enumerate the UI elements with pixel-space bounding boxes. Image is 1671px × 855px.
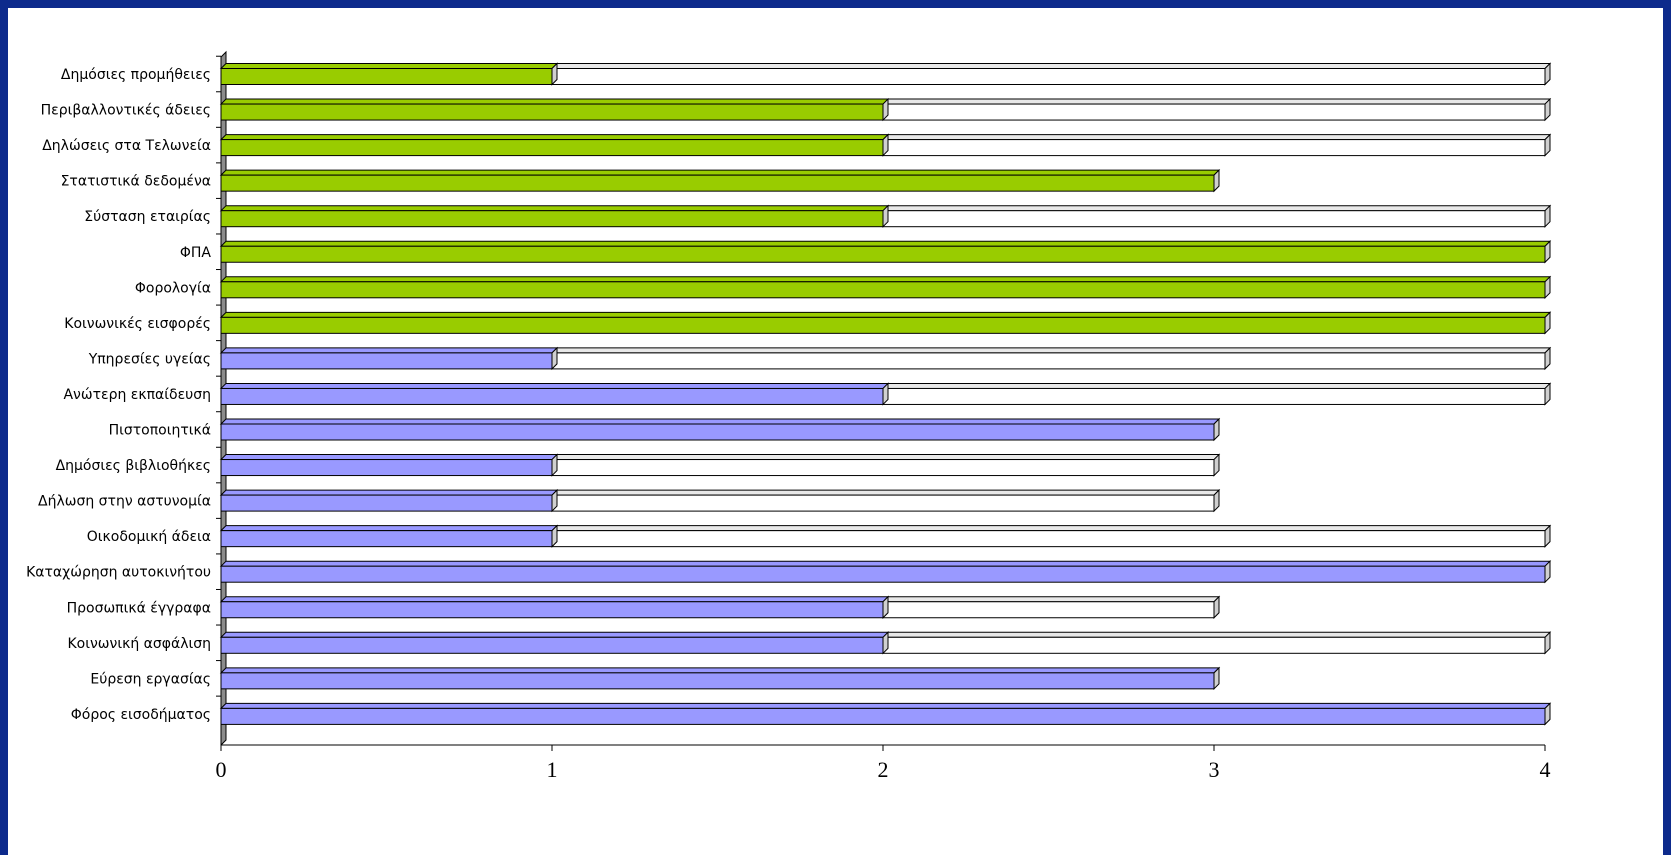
bar-value	[219, 488, 559, 513]
slide-canvas: Δημόσιες προμήθειες Περιβαλλοντικές άδειε…	[8, 8, 1663, 855]
bar-value	[219, 133, 890, 157]
category-label: Οικοδομική άδεια	[87, 529, 211, 545]
x-tick-label: 4	[1540, 757, 1551, 782]
bar-value	[219, 559, 1552, 584]
category-label: Δηλώσεις στα Τελωνεία	[42, 138, 211, 154]
bar-remainder	[881, 204, 1552, 228]
category-label: Φορολογία	[135, 280, 211, 296]
bar-remainder	[550, 346, 1552, 371]
bar-value	[219, 62, 559, 86]
bar-remainder	[881, 382, 1552, 406]
bar-value	[219, 631, 890, 655]
category-label: Πιστοποιητικά	[109, 423, 211, 439]
category-label: Στατιστικά δεδομένα	[61, 174, 211, 190]
category-label: ΦΠΑ	[180, 245, 212, 261]
category-label: Σύσταση εταιρίας	[84, 209, 211, 225]
bar-value	[219, 524, 559, 548]
category-label: Περιβαλλοντικές άδειες	[41, 103, 211, 119]
bar-value	[219, 382, 890, 406]
x-tick-label: 2	[878, 757, 889, 782]
x-tick-label: 0	[216, 757, 227, 782]
category-label: Υπηρεσίες υγείας	[88, 351, 211, 367]
bar-value	[219, 204, 890, 228]
bar-value	[219, 702, 1552, 726]
bar-value	[219, 311, 1552, 335]
bar-value	[219, 275, 1552, 300]
category-label: Δήλωση στην αστυνομία	[38, 494, 211, 510]
category-label: Κοινωνικές εισφορές	[64, 316, 211, 332]
category-label: Εύρεση εργασίας	[90, 671, 211, 687]
bar-remainder	[881, 133, 1552, 157]
bar-remainder	[550, 62, 1552, 86]
bar-value	[219, 417, 1221, 442]
category-label: Δημόσιες προμήθειες	[61, 67, 211, 83]
bar-remainder	[550, 488, 1221, 513]
category-label: Κοινωνική ασφάλιση	[68, 636, 212, 652]
bar-remainder	[550, 453, 1221, 477]
bar-remainder	[881, 595, 1221, 619]
x-tick-label: 3	[1209, 757, 1220, 782]
category-label: Φόρος εισοδήματος	[71, 707, 211, 723]
bar-value	[219, 97, 890, 122]
category-label: Προσωπικά έγγραφα	[67, 600, 211, 616]
category-label: Δημόσιες βιβλιοθήκες	[56, 458, 211, 474]
category-label: Καταχώρηση αυτοκινήτου	[26, 565, 211, 581]
bar-value	[219, 346, 559, 371]
bar-value	[219, 240, 1552, 264]
bar-value	[219, 453, 559, 477]
bar-remainder	[550, 524, 1552, 548]
bar-value	[219, 666, 1221, 691]
bar-remainder	[881, 97, 1552, 122]
bar-remainder	[881, 631, 1552, 655]
x-tick-label: 1	[547, 757, 558, 782]
bar-value	[219, 168, 1221, 193]
category-label: Ανώτερη εκπαίδευση	[63, 387, 211, 403]
bar-chart: Δημόσιες προμήθειες Περιβαλλοντικές άδειε…	[26, 50, 1552, 782]
bar-value	[219, 595, 890, 619]
